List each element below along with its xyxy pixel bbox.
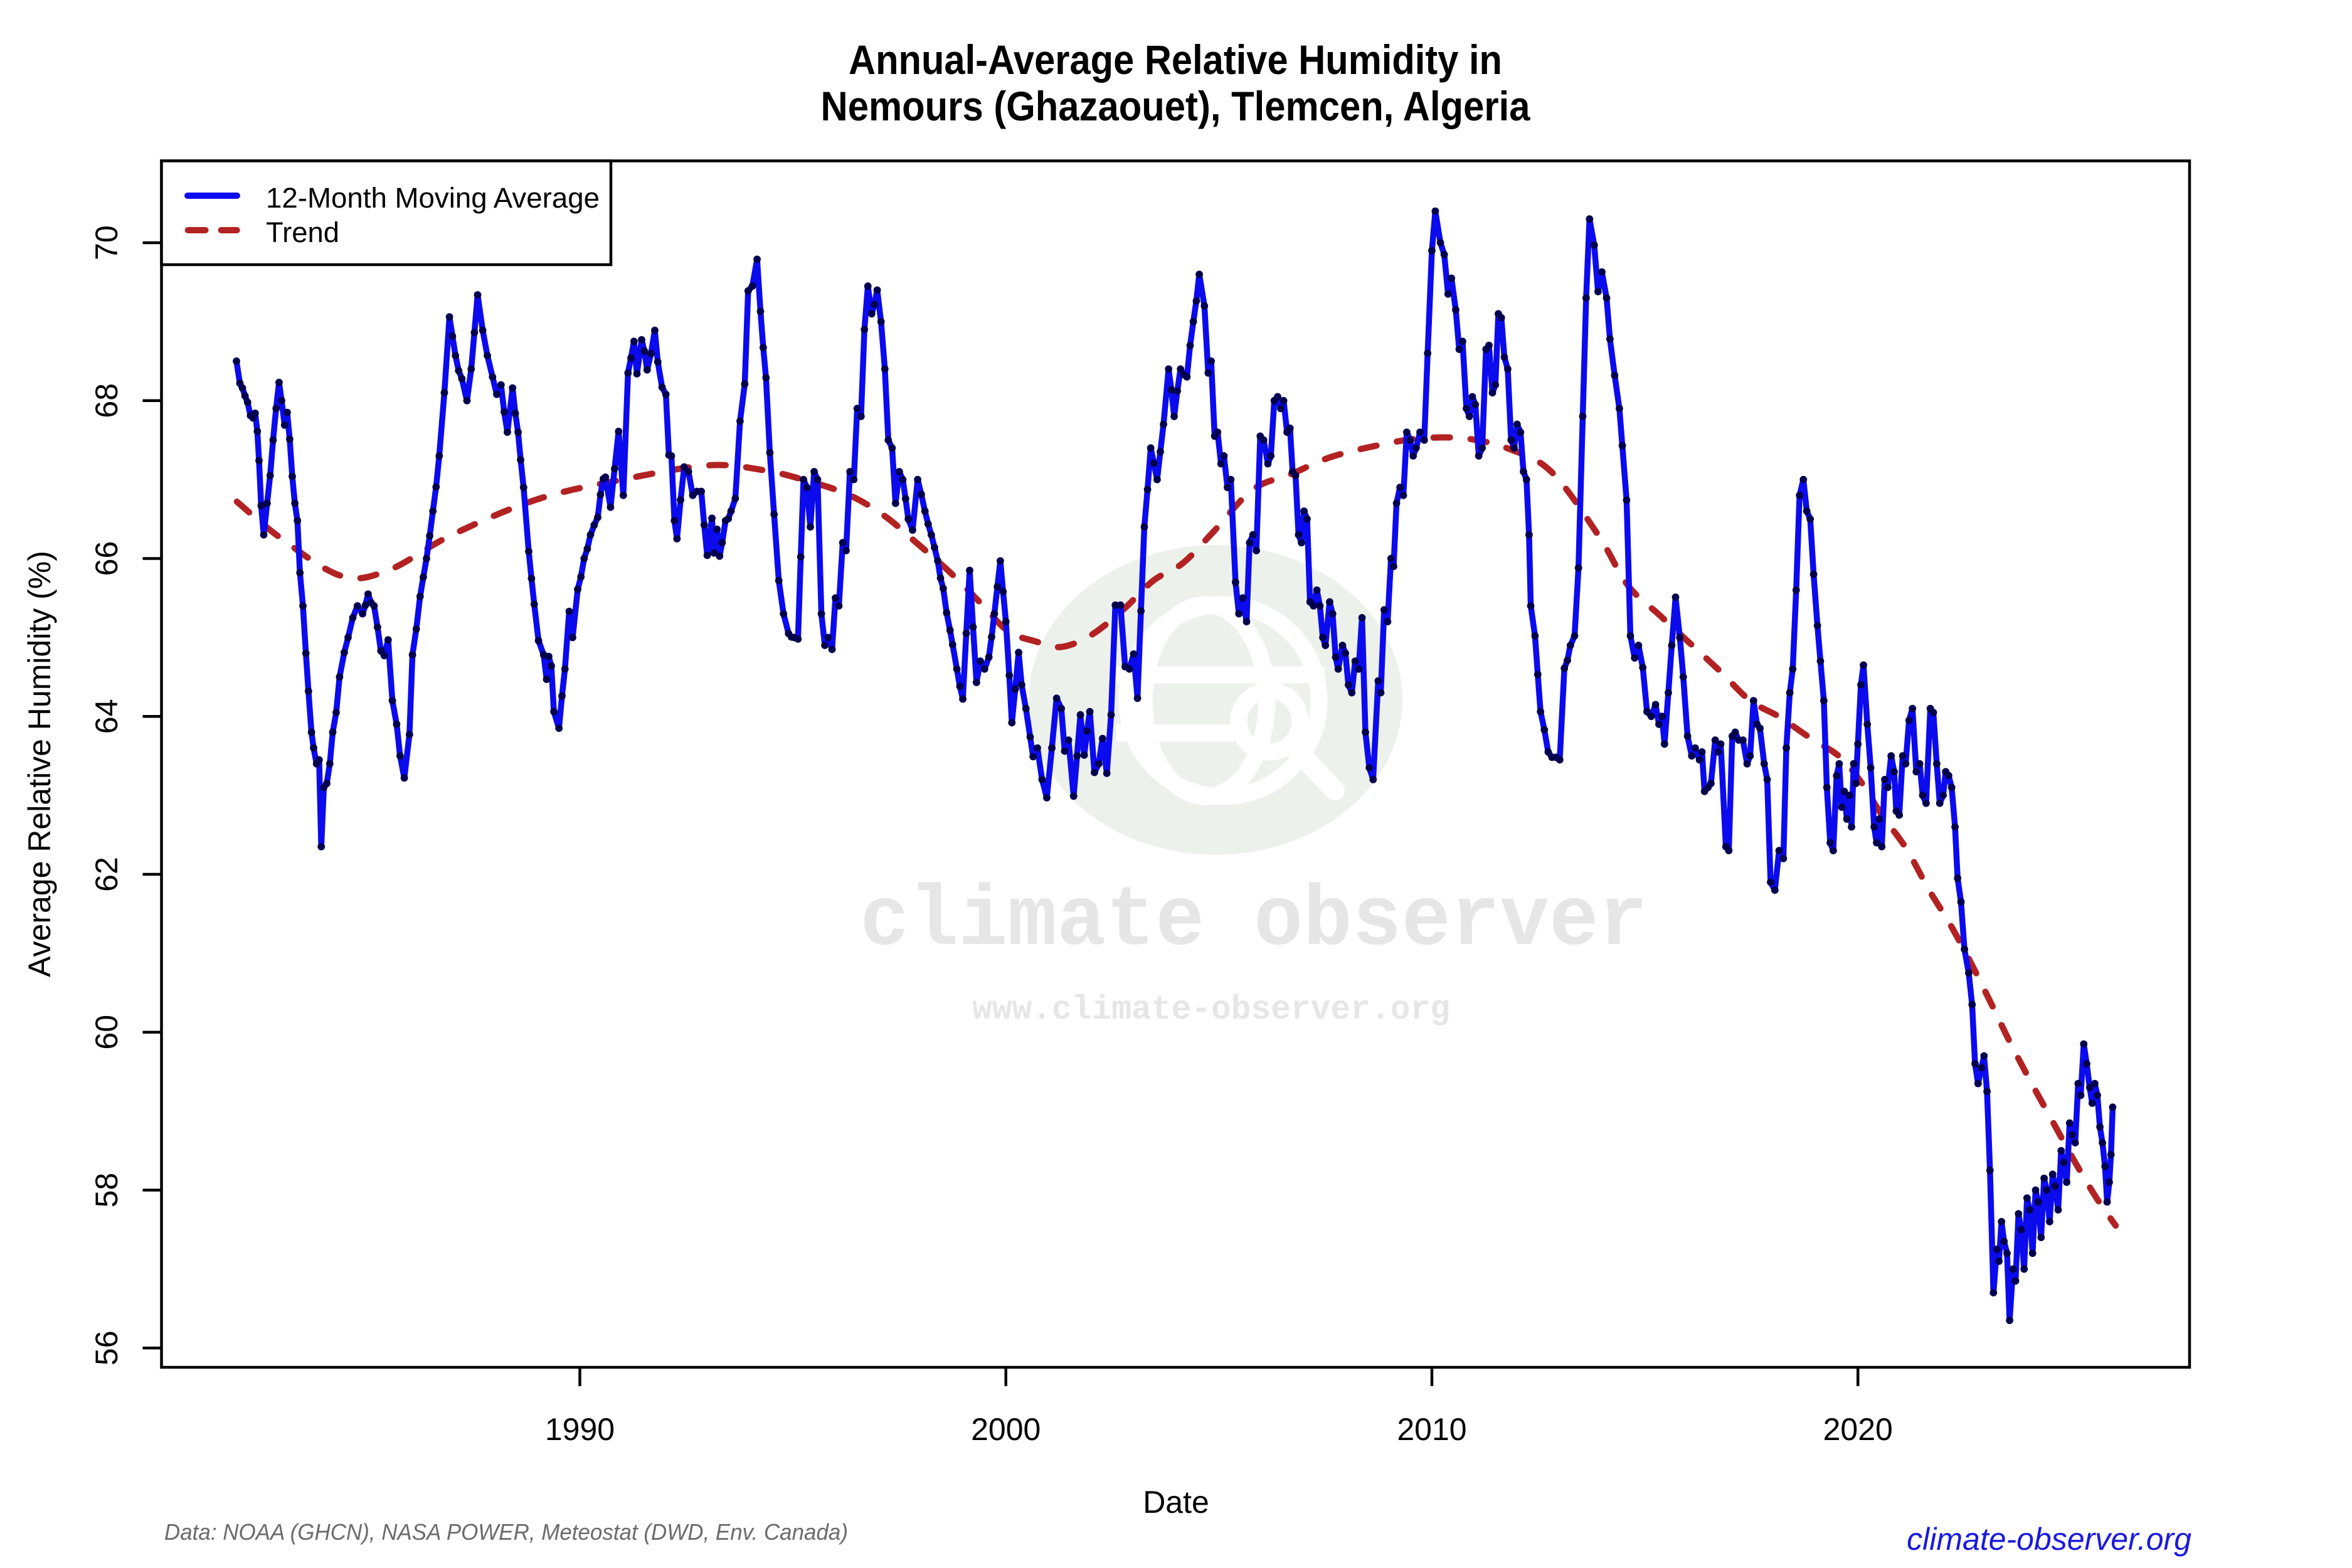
svg-text:62: 62	[89, 857, 124, 892]
svg-text:58: 58	[89, 1173, 124, 1208]
svg-text:2000: 2000	[971, 1412, 1041, 1447]
svg-text:Data: NOAA (GHCN), NASA POWER,: Data: NOAA (GHCN), NASA POWER, Meteostat…	[164, 1519, 848, 1545]
svg-text:12-Month Moving Average: 12-Month Moving Average	[266, 182, 600, 214]
svg-text:2020: 2020	[1823, 1412, 1893, 1447]
svg-text:68: 68	[89, 383, 124, 418]
svg-text:Nemours (Ghazaouet), Tlemcen,: Nemours (Ghazaouet), Tlemcen, Algeria	[821, 83, 1531, 129]
svg-text:1990: 1990	[545, 1412, 615, 1447]
svg-text:Date: Date	[1143, 1485, 1209, 1520]
svg-text:70: 70	[89, 225, 124, 260]
svg-text:www.climate-observer.org: www.climate-observer.org	[972, 991, 1450, 1029]
svg-text:climate observer: climate observer	[860, 873, 1648, 970]
svg-text:66: 66	[89, 541, 124, 576]
svg-text:Annual-Average Relative Humidi: Annual-Average Relative Humidity in	[849, 36, 1502, 83]
svg-text:Trend: Trend	[266, 216, 339, 248]
svg-text:64: 64	[89, 699, 124, 734]
svg-text:2010: 2010	[1397, 1412, 1466, 1447]
svg-text:climate-observer.org: climate-observer.org	[1907, 1522, 2191, 1557]
svg-text:56: 56	[89, 1330, 124, 1365]
svg-text:60: 60	[89, 1015, 124, 1050]
svg-text:Average Relative Humidity (%): Average Relative Humidity (%)	[22, 551, 57, 977]
